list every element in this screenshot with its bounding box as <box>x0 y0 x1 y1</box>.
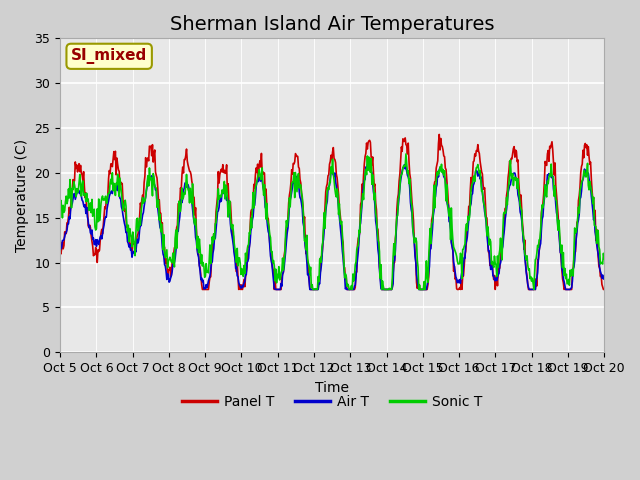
Sonic T <box>177 200 185 206</box>
Sonic T <box>416 282 424 288</box>
Sonic T <box>206 242 214 248</box>
X-axis label: Time: Time <box>315 381 349 395</box>
Legend: Panel T, Air T, Sonic T: Panel T, Air T, Sonic T <box>177 389 488 414</box>
Air T <box>56 241 64 247</box>
Panel T <box>399 136 407 142</box>
Sonic T <box>66 177 74 182</box>
Text: SI_mixed: SI_mixed <box>71 48 147 64</box>
Panel T <box>66 210 74 216</box>
Air T <box>400 164 408 170</box>
Air T <box>272 287 280 292</box>
Panel T <box>207 274 214 280</box>
Sonic T <box>122 203 130 209</box>
Title: Sherman Island Air Temperatures: Sherman Island Air Temperatures <box>170 15 495 34</box>
Air T <box>206 273 214 279</box>
Air T <box>177 196 185 202</box>
Air T <box>66 216 74 222</box>
Sonic T <box>309 287 317 292</box>
Y-axis label: Temperature (C): Temperature (C) <box>15 139 29 252</box>
Panel T <box>415 285 422 291</box>
Panel T <box>122 215 130 220</box>
Panel T <box>177 187 185 193</box>
Panel T <box>198 287 206 292</box>
Panel T <box>435 132 443 137</box>
Air T <box>600 276 608 281</box>
Panel T <box>600 287 608 292</box>
Panel T <box>56 248 64 254</box>
Line: Sonic T: Sonic T <box>60 154 604 289</box>
Line: Panel T: Panel T <box>60 134 604 289</box>
Air T <box>365 161 372 167</box>
Air T <box>416 287 424 292</box>
Sonic T <box>402 151 410 157</box>
Line: Air T: Air T <box>60 164 604 289</box>
Sonic T <box>56 201 64 207</box>
Sonic T <box>600 256 608 262</box>
Air T <box>122 230 130 236</box>
Sonic T <box>399 165 407 171</box>
